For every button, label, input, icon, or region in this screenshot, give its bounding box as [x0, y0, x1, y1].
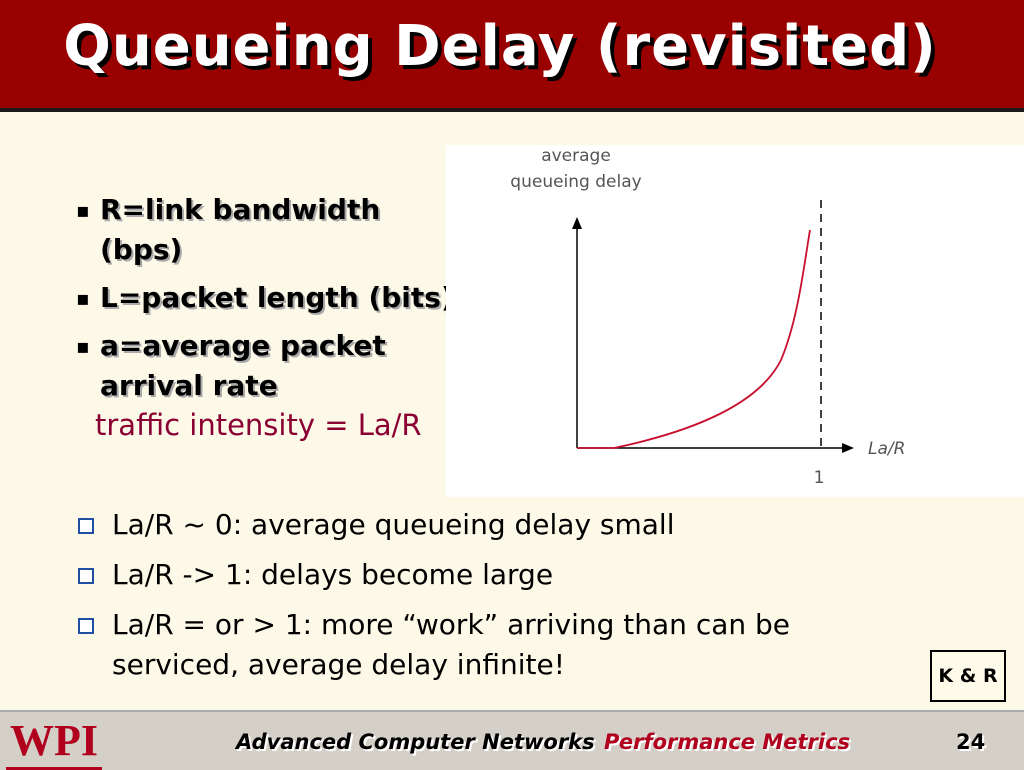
- topic-title: Performance Metrics: [604, 730, 851, 754]
- observation-text: La/R = or > 1: more “work” arriving than…: [112, 608, 791, 681]
- definitions-list: ▪ R=link bandwidth (bps) ▪ L=packet leng…: [72, 190, 472, 414]
- observation-item: La/R -> 1: delays become large: [76, 555, 816, 595]
- asymptote-tick-label: 1: [814, 468, 825, 488]
- definition-item: ▪ a=average packet arrival rate: [72, 326, 472, 406]
- observation-item: La/R ~ 0: average queueing delay small: [76, 505, 816, 545]
- delay-curve: [577, 229, 811, 449]
- title-bar: Queueing Delay (revisited): [0, 0, 1024, 112]
- slide-title: Queueing Delay (revisited): [63, 14, 937, 79]
- square-bullet-icon: ▪: [76, 334, 90, 358]
- y-axis-label-line1: average: [541, 146, 611, 166]
- page-number: 24: [956, 730, 986, 754]
- y-axis-arrow-icon: [572, 217, 582, 229]
- observations-list: La/R ~ 0: average queueing delay small L…: [76, 505, 816, 695]
- checkbox-bullet-icon: [78, 518, 94, 534]
- observation-text: La/R ~ 0: average queueing delay small: [112, 508, 675, 541]
- y-axis-label-line2: queueing delay: [510, 172, 641, 192]
- source-badge: K & R: [930, 650, 1006, 702]
- checkbox-bullet-icon: [78, 618, 94, 634]
- definition-item: ▪ L=packet length (bits): [72, 278, 472, 318]
- checkbox-bullet-icon: [78, 568, 94, 584]
- x-axis-arrow-icon: [842, 443, 854, 453]
- definition-text: a=average packet arrival rate: [100, 329, 386, 402]
- square-bullet-icon: ▪: [76, 198, 90, 222]
- definition-item: ▪ R=link bandwidth (bps): [72, 190, 472, 270]
- wpi-logo: WPI: [6, 716, 102, 770]
- definition-text: R=link bandwidth (bps): [100, 193, 381, 266]
- footer: WPI Advanced Computer Networks Performan…: [0, 710, 1024, 770]
- graph-svg: average queueing delay La/R 1: [510, 146, 905, 488]
- observation-text: La/R -> 1: delays become large: [112, 558, 554, 591]
- queueing-delay-graph: average queueing delay La/R 1: [446, 145, 1024, 497]
- x-axis-label: La/R: [868, 439, 905, 459]
- square-bullet-icon: ▪: [76, 286, 90, 310]
- course-title: Advanced Computer Networks: [236, 730, 595, 754]
- definition-text: L=packet length (bits): [100, 281, 454, 314]
- traffic-intensity-formula: traffic intensity = La/R: [95, 408, 422, 442]
- observation-item: La/R = or > 1: more “work” arriving than…: [76, 605, 816, 685]
